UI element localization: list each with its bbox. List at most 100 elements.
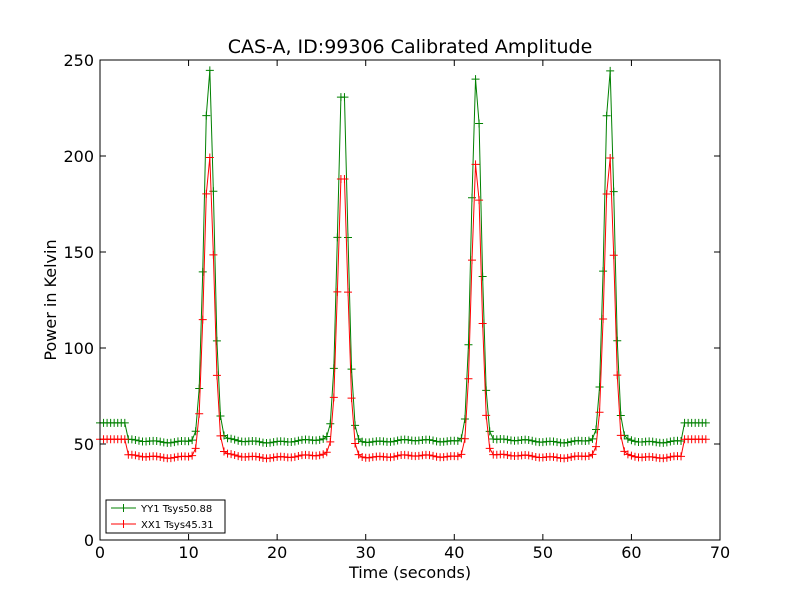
data-point <box>166 454 175 463</box>
data-point <box>393 451 402 460</box>
data-point <box>616 411 625 420</box>
data-point <box>266 438 275 447</box>
data-point <box>127 435 136 444</box>
data-point <box>344 233 352 242</box>
data-point <box>205 153 214 162</box>
data-point <box>623 450 632 459</box>
data-point <box>319 450 328 459</box>
data-point <box>666 437 675 446</box>
data-point <box>195 409 204 418</box>
data-point <box>269 438 278 447</box>
data-point <box>251 437 260 446</box>
data-point <box>390 452 399 461</box>
data-point <box>290 437 299 446</box>
data-point <box>662 438 671 447</box>
data-point <box>549 437 558 446</box>
legend-marker-yy1 <box>119 504 128 512</box>
data-point <box>205 66 214 75</box>
data-point <box>223 434 232 443</box>
data-point <box>234 452 243 461</box>
data-point <box>609 251 618 260</box>
data-point <box>166 438 175 447</box>
data-point <box>365 453 374 462</box>
data-point <box>184 452 193 461</box>
data-point <box>195 384 204 393</box>
data-point <box>471 75 480 84</box>
data-point <box>482 386 491 395</box>
data-point <box>662 453 671 462</box>
x-tick-label: 40 <box>444 543 464 562</box>
y-tick-label: 150 <box>63 243 94 262</box>
data-point <box>485 427 494 436</box>
data-point <box>212 371 221 380</box>
x-tick-label: 20 <box>267 543 287 562</box>
data-point <box>344 288 352 297</box>
data-point <box>326 437 335 446</box>
data-point <box>230 451 239 460</box>
data-point <box>659 454 668 463</box>
data-point <box>606 154 615 163</box>
data-point <box>553 453 562 462</box>
legend-box <box>105 499 226 534</box>
data-point <box>191 444 200 453</box>
data-point <box>351 421 360 430</box>
data-point <box>404 435 413 444</box>
data-point <box>592 425 600 434</box>
data-point <box>514 436 523 445</box>
data-point <box>613 336 622 345</box>
data-point <box>627 436 636 445</box>
data-point <box>294 452 303 461</box>
legend-entry-yy1: YY1 Tsys50.88 <box>111 504 212 515</box>
data-point <box>701 418 710 427</box>
data-point <box>315 435 324 444</box>
data-point <box>528 436 537 445</box>
y-tick-label: 0 <box>84 531 94 550</box>
data-point <box>230 435 239 444</box>
legend: YY1 Tsys50.88 XX1 Tsys45.31 <box>105 499 226 534</box>
data-point <box>414 436 423 445</box>
data-point <box>432 452 441 461</box>
legend-label-xx1: XX1 Tsys45.31 <box>141 520 214 531</box>
data-point <box>439 453 448 462</box>
data-point <box>549 452 558 461</box>
data-point <box>475 196 484 205</box>
data-point <box>460 414 469 423</box>
data-point <box>599 267 608 276</box>
data-point <box>386 453 395 462</box>
data-point <box>439 437 448 446</box>
data-point <box>127 450 136 459</box>
data-point <box>528 452 537 461</box>
y-tick-label: 250 <box>63 51 94 70</box>
data-point <box>269 453 278 462</box>
data-point <box>429 451 438 460</box>
series-0 <box>96 66 710 448</box>
data-point <box>666 452 675 461</box>
data-point <box>584 436 593 445</box>
y-axis: 0 50 100 150 200 250 <box>63 51 720 550</box>
data-point <box>152 436 161 445</box>
x-tick-label: 70 <box>710 543 730 562</box>
data-point <box>255 453 264 462</box>
data-point <box>386 437 395 446</box>
data-point <box>191 427 200 436</box>
data-point <box>393 436 402 445</box>
data-point <box>227 434 236 443</box>
data-point <box>602 111 611 120</box>
data-point <box>216 431 225 440</box>
data-point <box>184 437 193 446</box>
data-point <box>429 436 438 445</box>
data-point <box>588 450 597 459</box>
data-point <box>475 119 484 128</box>
data-point <box>630 437 639 446</box>
data-point <box>390 437 399 446</box>
data-point <box>223 449 232 458</box>
data-point <box>358 437 367 446</box>
data-point <box>531 453 540 462</box>
data-point <box>627 451 636 460</box>
data-point <box>329 393 338 402</box>
data-point <box>425 435 434 444</box>
data-point <box>659 438 668 447</box>
data-point <box>485 444 494 453</box>
data-point <box>340 93 349 102</box>
